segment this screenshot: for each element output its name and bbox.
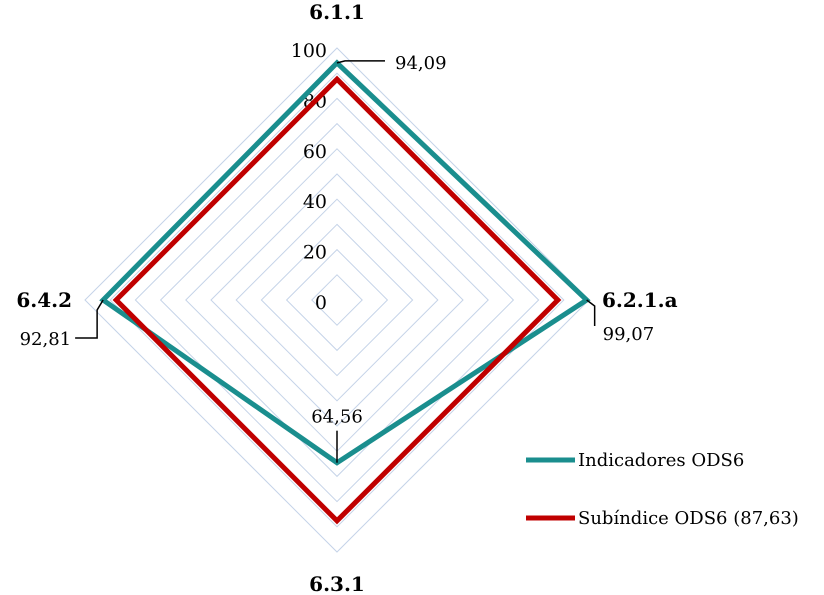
- series-line: [112, 75, 562, 525]
- grid-ring: [84, 47, 590, 553]
- radial-tick-label: 20: [303, 242, 327, 264]
- leader-line: [586, 299, 596, 326]
- category-label: 6.4.2: [16, 288, 72, 312]
- series-line: [99, 59, 591, 466]
- leader-line: [75, 299, 104, 339]
- grid-ring: [134, 97, 540, 503]
- category-labels: 6.1.1 6.2.1.a 6.3.1 6.4.2: [16, 0, 677, 595]
- data-label: 64,56: [311, 407, 363, 428]
- grid-ring: [210, 173, 464, 427]
- data-label-leaders: 94,09 99,07 64,56 92,81: [20, 53, 655, 463]
- grid-ring: [311, 274, 363, 326]
- legend-label: Subíndice ODS6 (87,63): [578, 508, 799, 529]
- data-label: 99,07: [603, 324, 655, 345]
- radial-tick-label: 100: [291, 40, 327, 62]
- grid-ring: [109, 72, 565, 528]
- leader-line: [336, 60, 385, 64]
- radial-tick-label: 40: [303, 191, 327, 213]
- legend: Indicadores ODS6 Subíndice ODS6 (87,63): [526, 450, 799, 529]
- radar-grid: [84, 47, 590, 553]
- grid-ring: [159, 122, 515, 478]
- radial-tick-label: 0: [315, 292, 327, 314]
- grid-ring: [285, 248, 389, 352]
- grid-ring: [235, 198, 439, 402]
- data-label: 92,81: [20, 329, 72, 350]
- category-label: 6.1.1: [309, 0, 365, 24]
- data-label: 94,09: [395, 53, 447, 74]
- category-label: 6.3.1: [309, 572, 365, 595]
- grid-ring: [260, 223, 414, 377]
- legend-label: Indicadores ODS6: [578, 450, 744, 471]
- radial-tick-label: 60: [303, 141, 327, 163]
- category-label: 6.2.1.a: [602, 288, 678, 312]
